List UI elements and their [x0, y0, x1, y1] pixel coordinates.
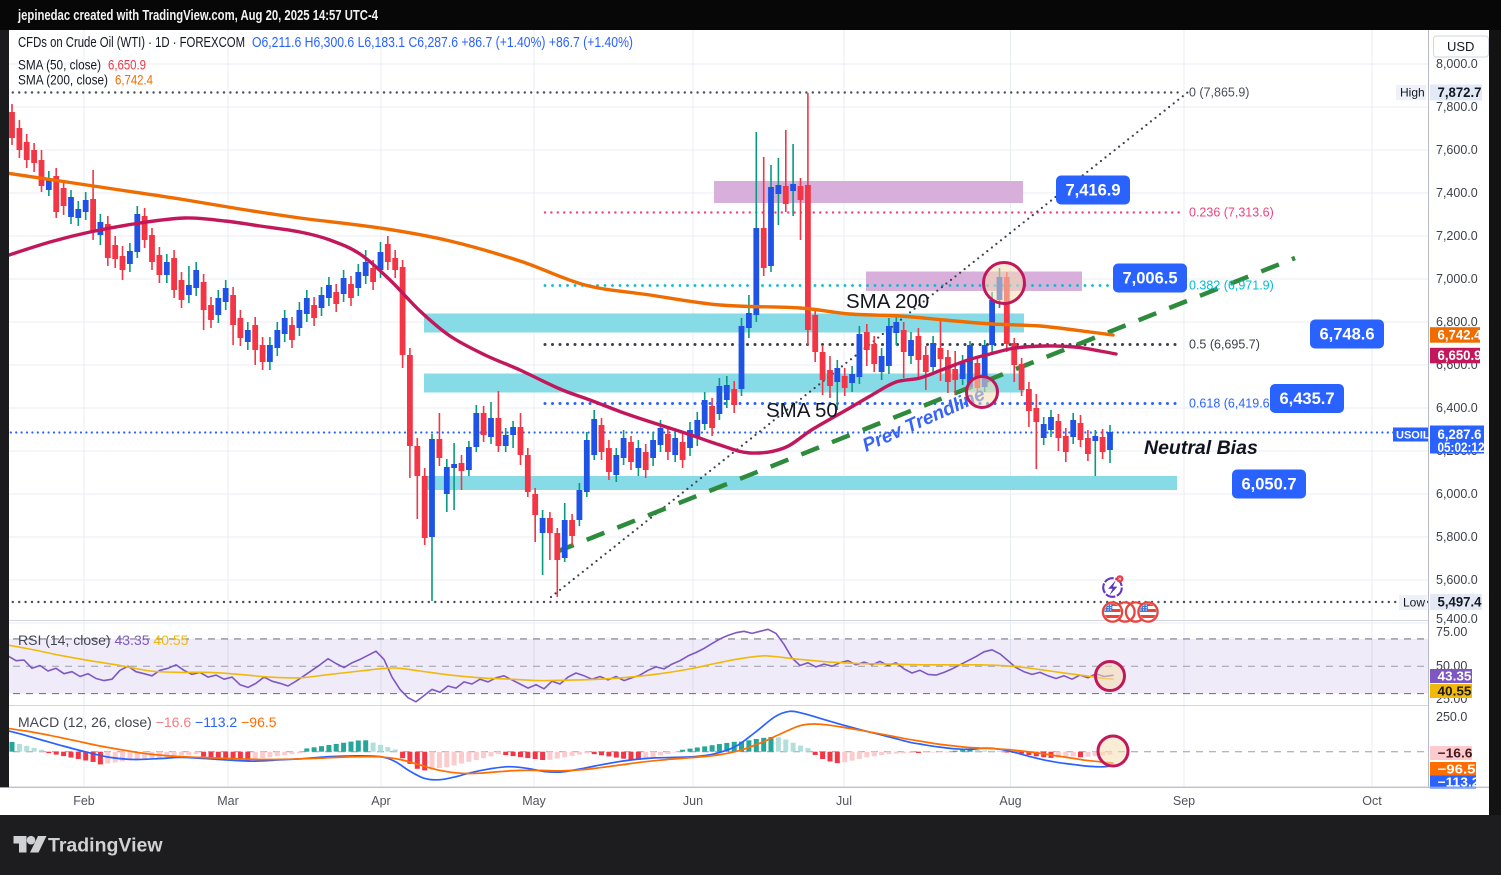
svg-text:Low: Low: [1403, 596, 1425, 610]
svg-text:7,600.0: 7,600.0: [1436, 143, 1478, 157]
svg-text:05:02:12: 05:02:12: [1438, 440, 1485, 455]
svg-text:75.00: 75.00: [1436, 625, 1467, 639]
svg-text:Jul: Jul: [836, 794, 852, 808]
svg-text:7,872.7: 7,872.7: [1438, 85, 1482, 100]
svg-text:6,800.0: 6,800.0: [1436, 315, 1478, 329]
svg-text:250.0: 250.0: [1436, 710, 1467, 724]
svg-text:RSI (14, close) 43.35 40.55: RSI (14, close) 43.35 40.55: [18, 632, 189, 648]
svg-text:6,400.0: 6,400.0: [1436, 401, 1478, 415]
svg-text:0 (7,865.9): 0 (7,865.9): [1189, 86, 1249, 100]
svg-text:Sep: Sep: [1173, 794, 1195, 808]
svg-text:CFDs on Crude Oil (WTI) · 1D ·: CFDs on Crude Oil (WTI) · 1D · FOREXCOM: [18, 35, 245, 51]
svg-text:7,800.0: 7,800.0: [1436, 100, 1478, 114]
svg-text:MACD (12, 26, close) −16.6 −1: MACD (12, 26, close) −16.6 −113.2 −96.5: [18, 714, 277, 730]
svg-text:8,000.0: 8,000.0: [1436, 57, 1478, 71]
svg-text:7,000.0: 7,000.0: [1436, 272, 1478, 286]
svg-text:Mar: Mar: [217, 794, 239, 808]
svg-text:High: High: [1400, 86, 1425, 100]
svg-text:Feb: Feb: [73, 794, 95, 808]
svg-text:SMA (50, close): SMA (50, close): [18, 58, 101, 73]
svg-text:O6,211.6 H6,300.6 L6,183.1 C6,: O6,211.6 H6,300.6 L6,183.1 C6,287.6 +86.…: [252, 35, 633, 51]
svg-text:7,200.0: 7,200.0: [1436, 229, 1478, 243]
svg-text:−16.6: −16.6: [1438, 746, 1473, 761]
svg-text:7,416.9: 7,416.9: [1065, 182, 1120, 200]
svg-text:43.35: 43.35: [1438, 669, 1472, 684]
svg-text:6,742.4: 6,742.4: [115, 73, 153, 88]
svg-text:6,650.9: 6,650.9: [1438, 348, 1482, 363]
svg-text:7,006.5: 7,006.5: [1122, 270, 1177, 288]
svg-text:Jun: Jun: [683, 794, 703, 808]
svg-text:−96.5: −96.5: [1438, 762, 1476, 777]
svg-text:Aug: Aug: [999, 794, 1021, 808]
svg-text:SMA (200, close): SMA (200, close): [18, 73, 108, 88]
svg-text:7,400.0: 7,400.0: [1436, 186, 1478, 200]
svg-text:0.382 (6,971.9): 0.382 (6,971.9): [1189, 279, 1274, 293]
svg-text:40.55: 40.55: [1438, 684, 1472, 699]
svg-text:6,000.0: 6,000.0: [1436, 487, 1478, 501]
svg-text:6,435.7: 6,435.7: [1279, 390, 1334, 408]
svg-text:Neutral Bias: Neutral Bias: [1144, 437, 1258, 459]
svg-text:6,050.7: 6,050.7: [1241, 476, 1296, 494]
svg-text:6,742.4: 6,742.4: [1438, 328, 1482, 343]
svg-text:USD: USD: [1447, 39, 1474, 54]
svg-text:0.236 (7,313.6): 0.236 (7,313.6): [1189, 206, 1274, 220]
svg-text:Apr: Apr: [371, 794, 390, 808]
svg-text:jepinedac created with Trading: jepinedac created with TradingView.com, …: [17, 8, 378, 24]
svg-text:5,600.0: 5,600.0: [1436, 573, 1478, 587]
svg-text:−113.2: −113.2: [1438, 775, 1480, 790]
svg-text:USOIL: USOIL: [1396, 430, 1430, 442]
svg-text:6,650.9: 6,650.9: [108, 58, 146, 73]
svg-text:5,400.0: 5,400.0: [1436, 612, 1478, 626]
svg-text:SMA 200: SMA 200: [846, 290, 929, 313]
svg-text:0.618 (6,419.6): 0.618 (6,419.6): [1189, 397, 1274, 411]
svg-text:May: May: [522, 794, 546, 808]
svg-text:Oct: Oct: [1362, 794, 1382, 808]
svg-text:SMA 50: SMA 50: [766, 399, 838, 422]
svg-text:0.5 (6,695.7): 0.5 (6,695.7): [1189, 338, 1260, 352]
svg-text:TradingView: TradingView: [48, 835, 163, 857]
svg-text:5,497.4: 5,497.4: [1438, 595, 1482, 610]
svg-text:6,748.6: 6,748.6: [1319, 326, 1374, 344]
svg-text:5,800.0: 5,800.0: [1436, 530, 1478, 544]
svg-text:6,287.6: 6,287.6: [1438, 427, 1482, 442]
